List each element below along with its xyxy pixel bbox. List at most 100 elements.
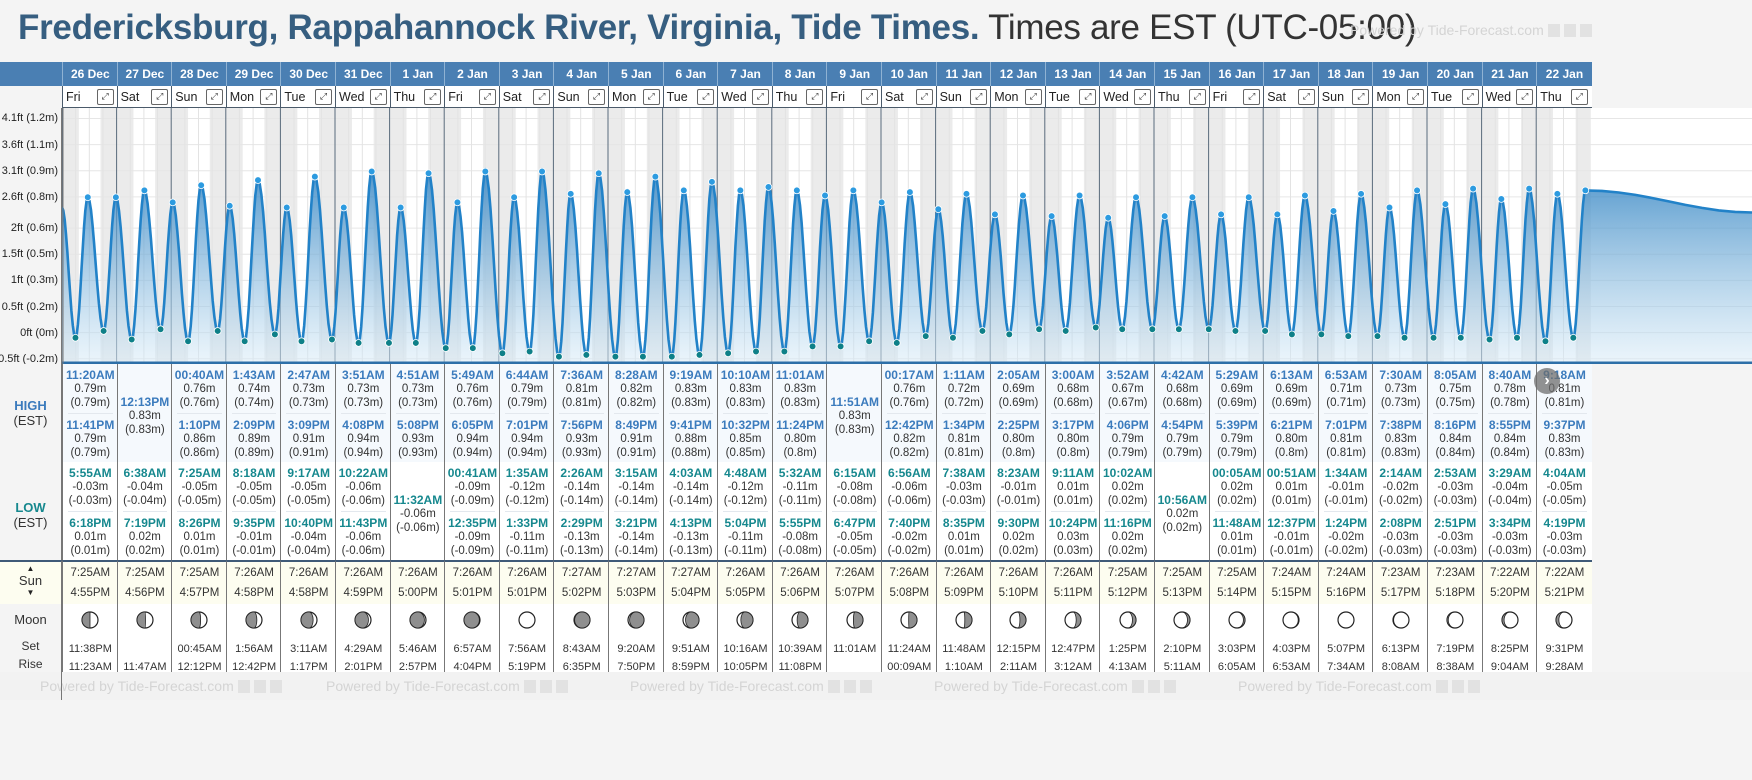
weekday-header: Sun ⤢	[171, 86, 227, 108]
entry-separator	[559, 511, 604, 512]
expand-day-button[interactable]: ⤢	[1461, 89, 1479, 105]
expand-day-button[interactable]: ⤢	[697, 89, 715, 105]
high-tide-point	[453, 198, 462, 207]
high-tide-time: 1:43AM	[232, 368, 276, 382]
y-axis-tick-label: 3.1ft (0.9m)	[1, 164, 58, 177]
weekday-label: Tue	[666, 90, 688, 104]
entry-separator	[1378, 511, 1423, 512]
expand-day-button[interactable]: ⤢	[424, 89, 442, 105]
sunrise-time: 7:25AM	[125, 567, 165, 579]
high-tide-entry: 00:40AM 0.76m (0.76m)	[172, 364, 227, 410]
high-tide-point	[1581, 186, 1590, 195]
low-tide-cell: 3:15AM -0.14m (-0.14m) 3:21PM -0.14m (-0.14m)	[608, 462, 664, 560]
moon-phase-icon	[1555, 611, 1574, 629]
moon-rise-time: 00:09AM	[887, 661, 932, 673]
high-tide-height: 0.72m	[947, 383, 980, 395]
low-tide-point	[1344, 332, 1353, 340]
high-tide-height: 0.80m	[1275, 433, 1308, 445]
weekday-header: Tue ⤢	[1044, 86, 1101, 108]
next-page-button[interactable]: ›	[1534, 368, 1560, 394]
sunrise-time: 7:26AM	[398, 567, 438, 579]
expand-day-button[interactable]: ⤢	[587, 89, 605, 105]
low-tide-time: 8:35PM	[942, 516, 985, 530]
moon-phase-icon	[136, 611, 154, 629]
moon-phase-icon	[300, 611, 318, 629]
expand-day-button[interactable]: ⤢	[1243, 89, 1261, 105]
expand-day-button[interactable]: ⤢	[1352, 89, 1370, 105]
low-tide-cell: 2:53AM -0.03m (-0.03m) 2:51PM -0.03m (-0.03m)	[1427, 462, 1483, 560]
sunset-time: 5:05PM	[725, 587, 766, 599]
expand-day-button[interactable]: ⤢	[751, 89, 769, 105]
logo-icon	[1435, 680, 1448, 693]
low-tide-entry: 4:13PM -0.13m (-0.13m)	[664, 512, 719, 558]
moon-times: 3:11AM 1:17PM	[281, 640, 336, 674]
high-tide-point	[197, 181, 205, 190]
high-tide-entry: 9:37PM 0.83m (0.83m)	[1537, 414, 1592, 460]
expand-day-button[interactable]: ⤢	[369, 89, 387, 105]
low-tide-point	[1118, 325, 1127, 334]
expand-day-button[interactable]: ⤢	[915, 89, 933, 105]
expand-day-button[interactable]: ⤢	[1406, 89, 1424, 105]
low-tide-height: -0.06m	[345, 531, 382, 543]
low-tide-time: 1:35AM	[505, 466, 549, 480]
high-tide-entry: 2:09PM 0.89m (0.89m)	[227, 414, 282, 460]
expand-day-button[interactable]: ⤢	[1133, 89, 1151, 105]
high-tide-height-alt: (0.83m)	[725, 397, 766, 409]
high-tide-height: 0.75m	[1439, 383, 1472, 395]
expand-day-button[interactable]: ⤢	[1297, 89, 1315, 105]
high-tide-height: 0.83m	[674, 383, 707, 395]
high-tide-cell: 8:40AM 0.78m (0.78m) 8:55PM 0.84m (0.84m)	[1481, 364, 1538, 462]
high-tide-height-alt: (0.84m)	[1435, 447, 1476, 459]
moon-rise-time: 6:53AM	[1272, 661, 1311, 673]
high-tide-entry: 6:21PM 0.80m (0.8m)	[1264, 414, 1319, 460]
high-tide-height: 0.68m	[1057, 383, 1090, 395]
expand-day-button[interactable]: ⤢	[314, 89, 332, 105]
high-tide-height-alt: (0.89m)	[234, 447, 274, 459]
low-tide-height: -0.03m	[1437, 481, 1474, 493]
expand-day-button[interactable]: ⤢	[151, 89, 169, 105]
expand-day-button[interactable]: ⤢	[260, 89, 278, 105]
low-tide-cell: 8:23AM -0.01m (-0.01m) 9:30PM 0.02m (0.02m)	[990, 462, 1046, 560]
expand-day-button[interactable]: ⤢	[1516, 89, 1534, 105]
expand-day-button[interactable]: ⤢	[1024, 89, 1042, 105]
weekday-label: Tue	[284, 90, 306, 104]
expand-arrows-icon: ⤢	[1138, 91, 1147, 101]
low-tide-height-alt: (-0.13m)	[559, 545, 604, 557]
expand-day-button[interactable]: ⤢	[860, 89, 878, 105]
expand-day-button[interactable]: ⤢	[533, 89, 551, 105]
expand-day-button[interactable]: ⤢	[806, 89, 824, 105]
expand-day-button[interactable]: ⤢	[1079, 89, 1097, 105]
entry-separator	[1050, 511, 1096, 512]
moon-set-time: 11:01AM	[833, 643, 877, 655]
expand-day-button[interactable]: ⤢	[642, 89, 660, 105]
high-tide-height: 0.69m	[1002, 383, 1035, 395]
high-tide-point	[112, 193, 120, 202]
sun-cell: 7:24AM 5:15PM	[1263, 560, 1319, 604]
entry-separator	[231, 511, 277, 512]
expand-day-button[interactable]: ⤢	[96, 89, 114, 105]
low-tide-time: 7:19PM	[123, 516, 166, 530]
weekday-header: Thu ⤢	[1154, 86, 1210, 108]
moon-cell: 11:01AM	[826, 604, 882, 674]
entry-separator	[1487, 413, 1533, 414]
moon-set-time	[118, 640, 173, 658]
sun-cell: 7:25AM 4:57PM	[171, 560, 227, 604]
expand-day-button[interactable]: ⤢	[1188, 89, 1206, 105]
weekday-header: Wed ⤢	[1481, 86, 1538, 108]
entry-separator	[341, 511, 386, 512]
expand-day-button[interactable]: ⤢	[970, 89, 988, 105]
sunset-time: 5:18PM	[1435, 587, 1476, 599]
expand-day-button[interactable]: ⤢	[205, 89, 223, 105]
low-tide-time: 5:55PM	[779, 516, 822, 530]
high-tz-label: (EST)	[13, 413, 48, 428]
low-tide-time: 11:43PM	[339, 516, 388, 530]
high-tide-height: 0.91m	[292, 433, 325, 445]
expand-day-button[interactable]: ⤢	[1570, 89, 1588, 105]
high-tide-entry: 1:34PM 0.81m (0.81m)	[937, 414, 992, 460]
low-tide-cell: 4:48AM -0.12m (-0.12m) 5:04PM -0.11m (-0.11m)	[717, 462, 773, 560]
expand-day-button[interactable]: ⤢	[478, 89, 496, 105]
moon-cell: 8:25PM 9:04AM	[1481, 604, 1538, 674]
low-tide-entry: 11:48AM 0.01m (0.01m)	[1210, 512, 1265, 558]
entry-separator	[832, 511, 877, 512]
entry-separator	[614, 413, 659, 414]
